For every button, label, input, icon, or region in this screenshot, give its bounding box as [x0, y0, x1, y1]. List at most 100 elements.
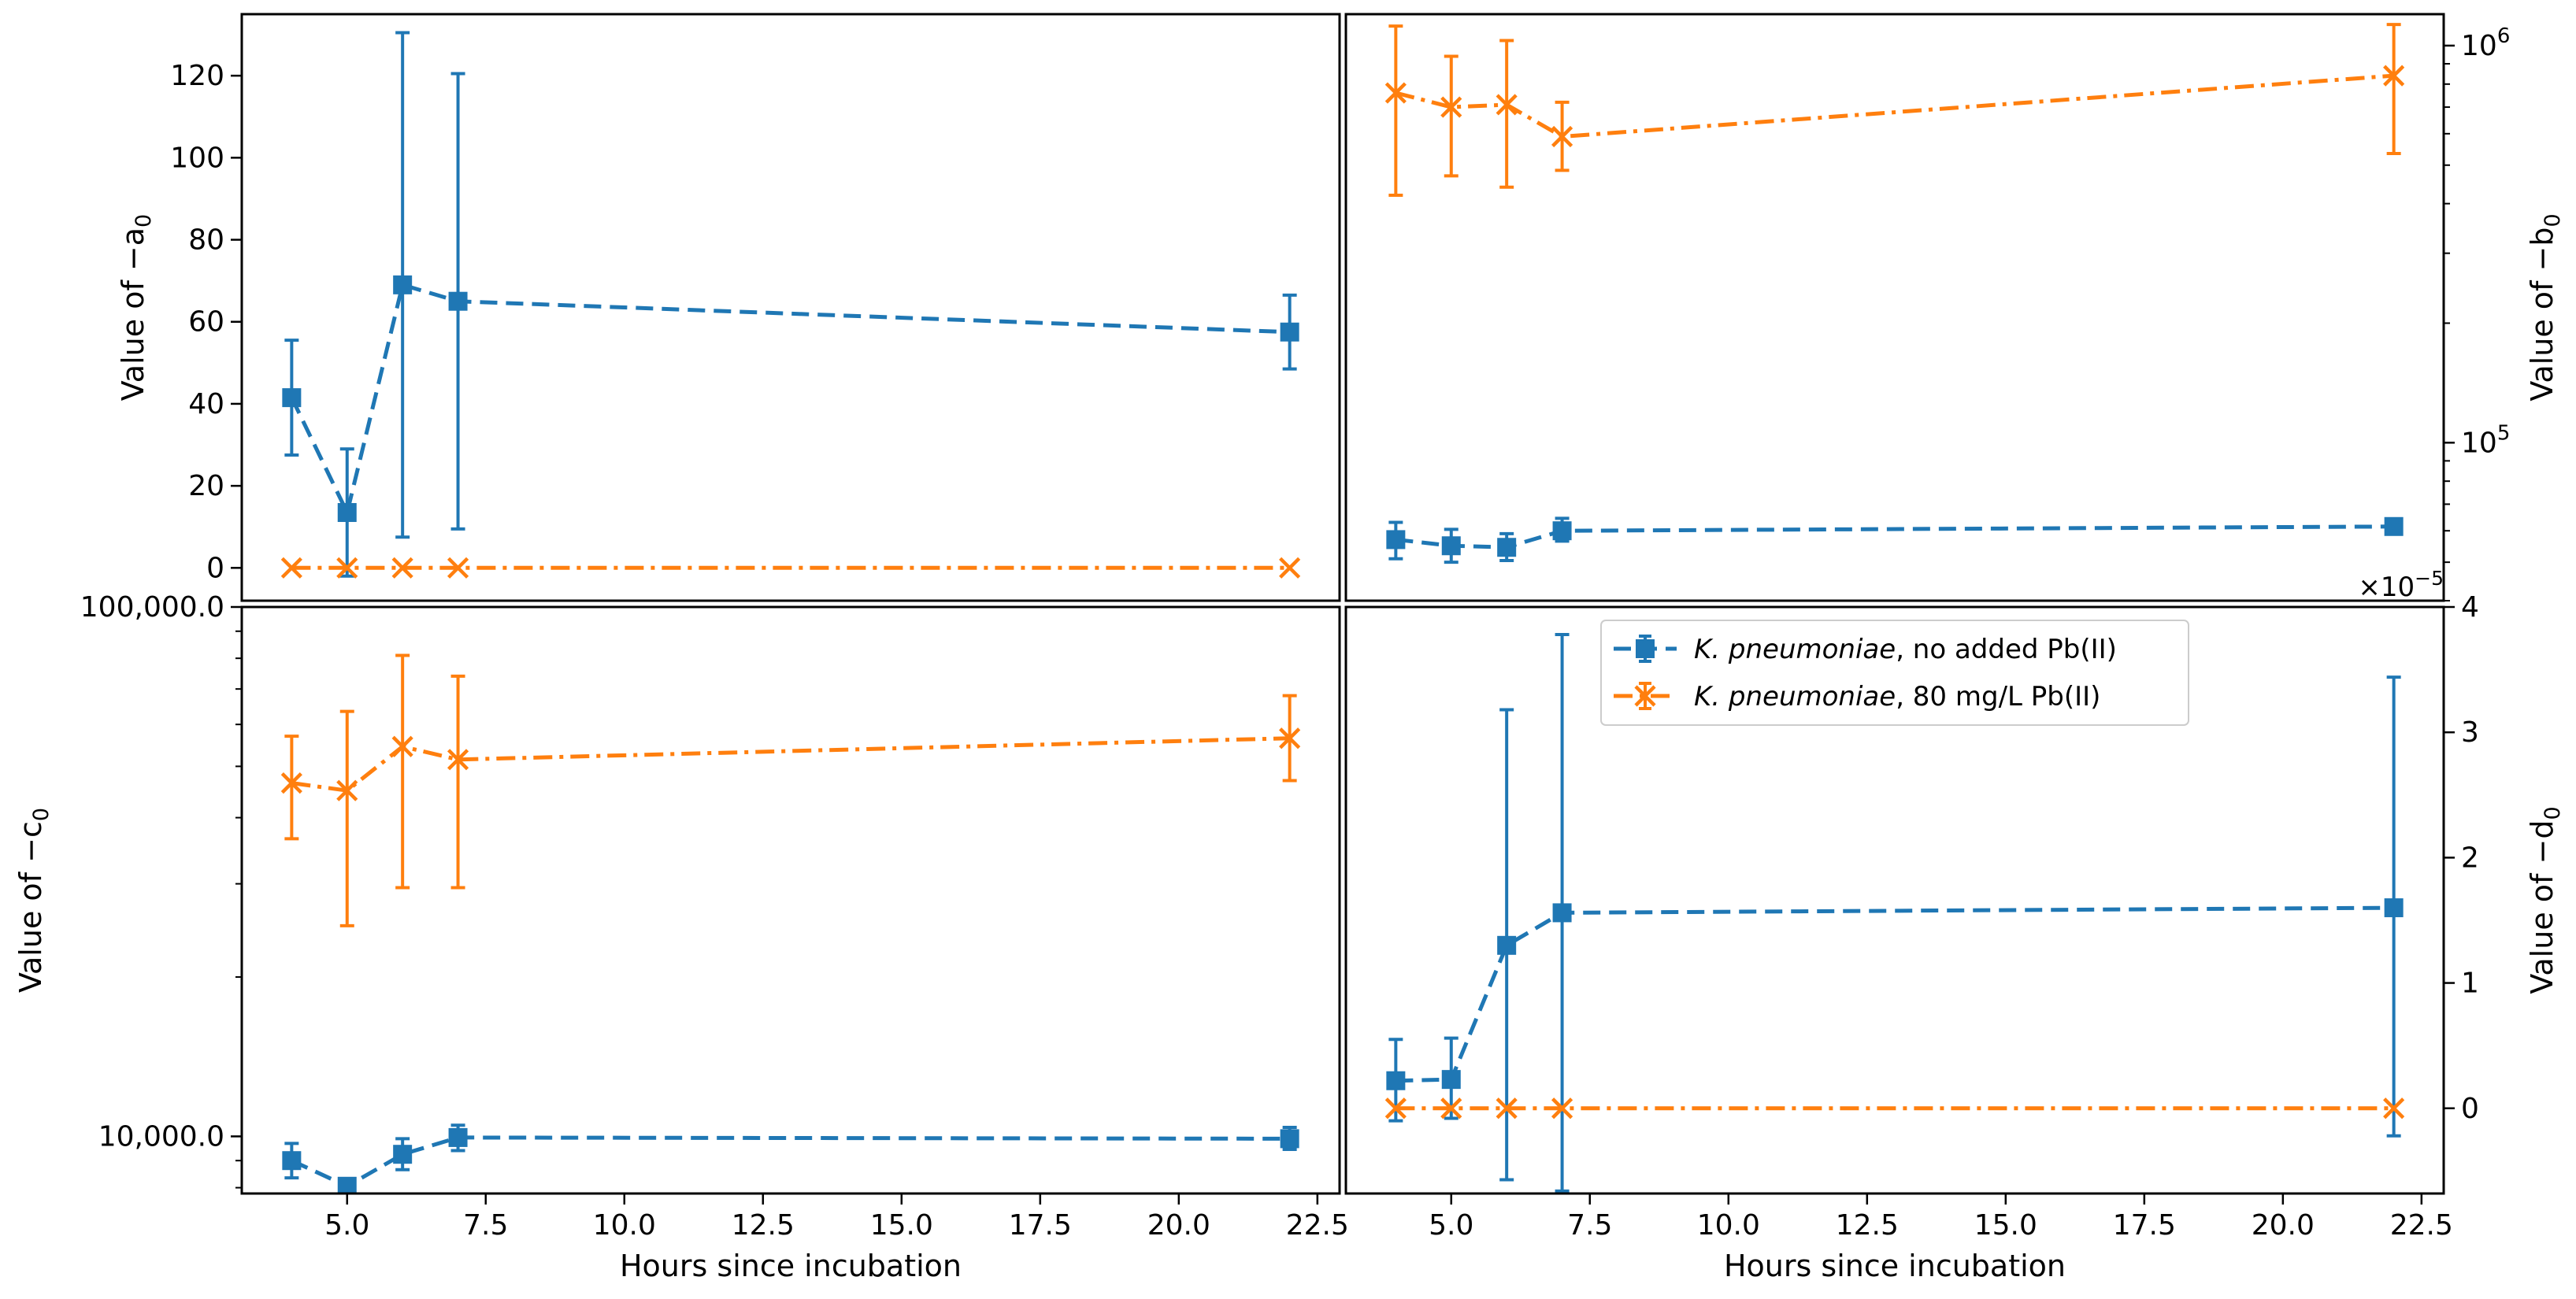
x-tick-label: 12.5	[732, 1209, 795, 1242]
data-point	[337, 502, 357, 522]
data-point	[393, 275, 413, 294]
x-tick-label: 17.5	[2113, 1209, 2176, 1242]
series-1	[1386, 516, 2404, 564]
y-tick-label: 1	[2461, 968, 2479, 1000]
series-line	[1395, 73, 2394, 139]
data-point	[1440, 1097, 1462, 1120]
y-tick-label: 120	[170, 60, 224, 92]
legend-item-1: K. pneumoniae, no added Pb(II)	[1614, 634, 2117, 665]
data-point	[282, 388, 302, 408]
data-point	[447, 557, 469, 579]
y-tick-label: 80	[188, 224, 224, 257]
data-point	[2383, 1097, 2405, 1120]
y-tick-label: 105	[2461, 421, 2510, 459]
data-point	[1441, 536, 1461, 556]
data-point	[1552, 521, 1572, 541]
data-point	[280, 772, 302, 794]
legend-x-marker	[1634, 685, 1656, 707]
data-point	[336, 557, 358, 579]
legend-label: K. pneumoniae, 80 mg/L Pb(II)	[1694, 681, 2100, 712]
data-point	[391, 735, 413, 757]
x-tick-label: 20.0	[2252, 1209, 2315, 1242]
x-tick-label: 12.5	[1836, 1209, 1899, 1242]
offset-label: ×10−5	[2358, 567, 2444, 603]
axes-frame	[1344, 13, 2445, 602]
y-tick-label: 3	[2461, 716, 2479, 749]
y-tick-label: 40	[188, 388, 224, 420]
data-point	[1279, 557, 1301, 579]
y-tick-label: 106	[2461, 24, 2510, 62]
series-2	[1384, 23, 2405, 197]
axes-frame	[1344, 605, 2445, 1195]
y-axis-label: Value of −b0	[2525, 213, 2565, 401]
x-tick-label: 22.5	[2390, 1209, 2453, 1242]
plot-area	[280, 653, 1301, 1194]
data-point	[447, 749, 469, 771]
data-point	[1386, 530, 1406, 550]
x-tick-label: 15.0	[1974, 1209, 2037, 1242]
y-axis-label: Value of −c0	[13, 808, 54, 993]
y-tick-label: 0	[206, 552, 224, 584]
data-point	[1384, 1097, 1407, 1120]
data-point	[1386, 1071, 1406, 1090]
data-point	[282, 1151, 302, 1171]
data-point	[1384, 82, 1407, 104]
data-point	[1496, 94, 1518, 116]
data-point	[1496, 1097, 1518, 1120]
y-tick-label: 4	[2461, 591, 2479, 624]
data-point	[1280, 322, 1299, 342]
y-axis-label: Value of −d0	[2525, 806, 2565, 994]
panel-d0: 0 1 2 3 4 5.0 7.5 10.0 12.5 15.0 17.5 20.0 22.5 Value…	[1344, 567, 2565, 1283]
data-point	[337, 1176, 357, 1194]
x-tick-label: 5.0	[1429, 1209, 1473, 1242]
data-point	[1441, 1070, 1461, 1090]
x-tick-label: 22.5	[1286, 1209, 1349, 1242]
data-point	[448, 291, 468, 311]
panel-a0: 0 20 40 60 80 100 120 Value of −a0	[116, 13, 1341, 602]
legend: K. pneumoniae, no added Pb(II) K. pneumon…	[1600, 620, 2189, 726]
panel-c0: 10,000.0 100,000.0 5.0 7.5 10.0 12.5 15.0 17.5 2…	[13, 591, 1349, 1283]
series-1	[282, 1123, 1299, 1194]
axes-frame	[240, 13, 1341, 602]
data-point	[1552, 903, 1572, 923]
plot-area	[1384, 633, 2405, 1193]
x-tick-label: 10.0	[1697, 1209, 1760, 1242]
series-2	[280, 557, 1301, 579]
axes-frame	[240, 605, 1341, 1195]
y-tick-label: 60	[188, 306, 224, 339]
series-line	[290, 282, 1290, 519]
series-1	[1386, 633, 2404, 1193]
series-line	[1395, 905, 2394, 1083]
data-point	[1551, 1097, 1573, 1120]
x-tick-label: 20.0	[1147, 1209, 1210, 1242]
series-line	[291, 736, 1290, 793]
data-point	[448, 1127, 468, 1147]
x-tick-label: 5.0	[324, 1209, 369, 1242]
data-point	[1280, 1129, 1299, 1149]
legend-box	[1600, 620, 2189, 726]
x-tick-label: 17.5	[1009, 1209, 1072, 1242]
x-tick-label: 7.5	[1567, 1209, 1612, 1242]
data-point	[1551, 125, 1573, 148]
data-point	[2383, 65, 2405, 87]
y-tick-label: 2	[2461, 842, 2479, 874]
data-point	[1279, 727, 1301, 749]
data-point	[2384, 898, 2404, 918]
series-2	[1384, 1097, 2405, 1120]
panel-b0: 105 106 Value of −b0	[1344, 13, 2565, 602]
x-axis-label: Hours since incubation	[620, 1249, 962, 1283]
data-point	[336, 779, 358, 801]
plot-area	[1384, 23, 2405, 564]
series-line	[1395, 524, 2394, 550]
x-tick-label: 15.0	[870, 1209, 933, 1242]
x-tick-label: 7.5	[463, 1209, 508, 1242]
y-tick-label: 20	[188, 470, 224, 502]
series-2	[280, 653, 1301, 927]
data-point	[1440, 96, 1462, 118]
x-axis-label: Hours since incubation	[1724, 1249, 2066, 1283]
plot-area	[280, 31, 1301, 579]
y-axis-label: Value of −a0	[116, 214, 156, 401]
data-point	[280, 557, 302, 579]
